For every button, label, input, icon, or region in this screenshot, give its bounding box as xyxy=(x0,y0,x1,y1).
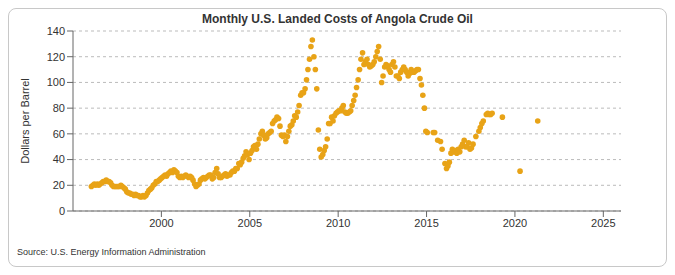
svg-text:2015: 2015 xyxy=(414,217,438,229)
svg-text:2000: 2000 xyxy=(149,217,173,229)
svg-text:80: 80 xyxy=(53,102,65,114)
html-text:Source: U.S. Energy Informatio: Source: U.S. Energy Information Administ… xyxy=(17,247,206,257)
svg-text:Dollars per Barrel: Dollars per Barrel xyxy=(19,78,31,164)
svg-text:40: 40 xyxy=(53,153,65,165)
svg-text:120: 120 xyxy=(47,51,65,63)
svg-text:2020: 2020 xyxy=(503,217,527,229)
html-text:Monthly U.S. Landed Costs of A: Monthly U.S. Landed Costs of Angola Crud… xyxy=(202,12,473,26)
svg-text:2005: 2005 xyxy=(238,217,262,229)
svg-text:60: 60 xyxy=(53,128,65,140)
svg-text:20: 20 xyxy=(53,179,65,191)
svg-text:140: 140 xyxy=(47,27,65,37)
svg-text:100: 100 xyxy=(47,76,65,88)
svg-text:0: 0 xyxy=(59,205,65,217)
svg-text:2010: 2010 xyxy=(326,217,350,229)
svg-text:2025: 2025 xyxy=(591,217,615,229)
